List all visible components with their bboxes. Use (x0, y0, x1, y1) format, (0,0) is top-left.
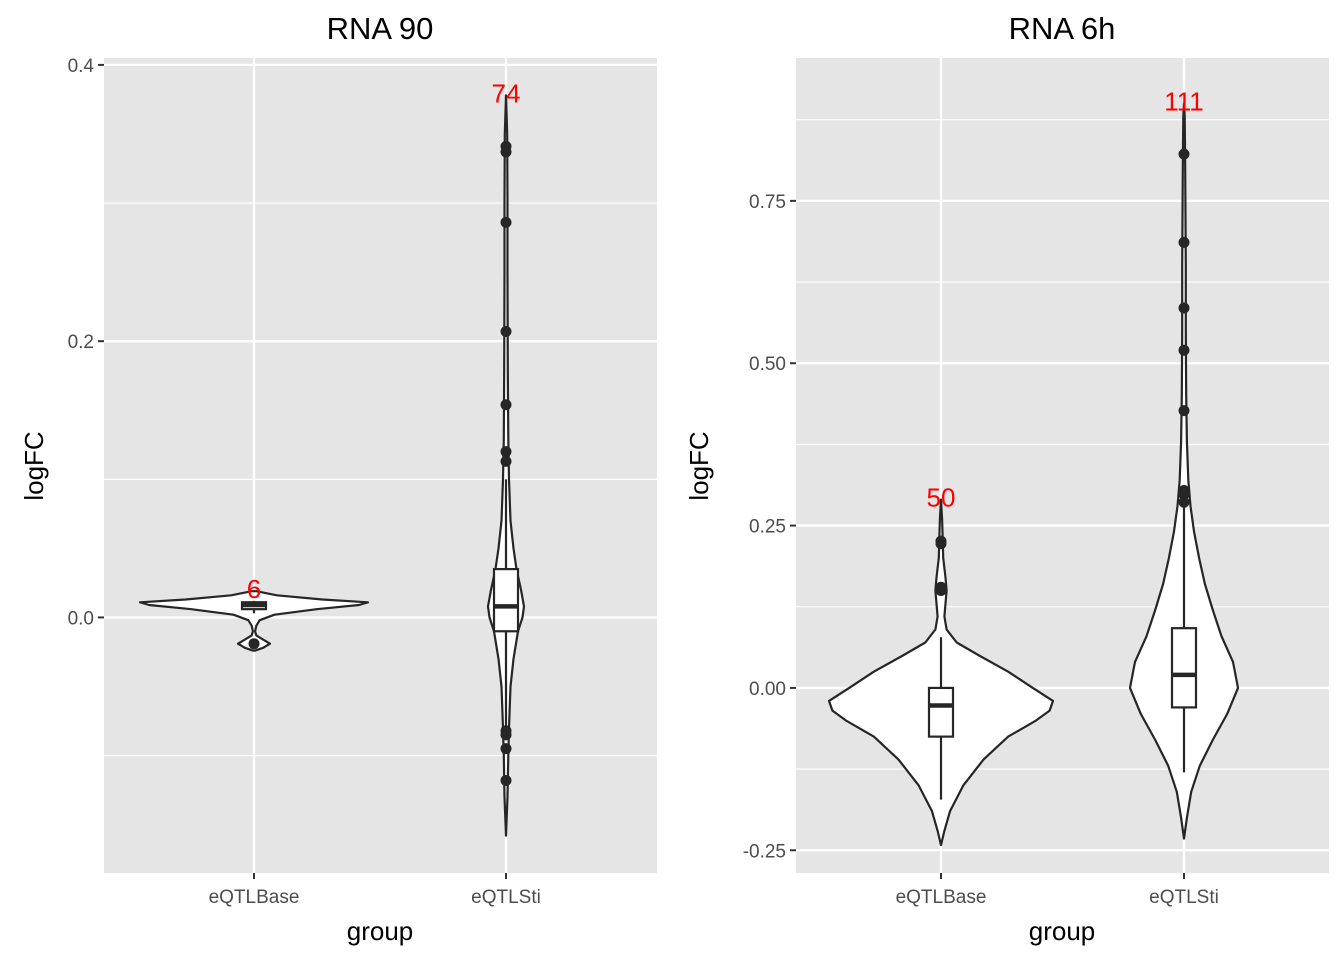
outlier-point (500, 146, 512, 158)
outlier-point (500, 399, 512, 411)
outlier-point (500, 729, 512, 741)
count-label: 50 (927, 483, 956, 513)
outlier-point (1178, 405, 1190, 417)
y-axis-title: logFC (19, 431, 49, 500)
chart-title: RNA 6h (1009, 11, 1116, 46)
outlier-point (500, 743, 512, 755)
outlier-point (1178, 488, 1190, 500)
box (1170, 627, 1198, 709)
outlier-point (1178, 148, 1190, 160)
panel-rna-90: 6 74 0.0 0.2 0.4 eQTLBase eQTLSti RNA 90 gro… (19, 11, 657, 946)
outlier-point (1178, 302, 1190, 314)
outlier-point (500, 216, 512, 228)
x-tick-label: eQTLSti (471, 887, 541, 908)
plot-background (796, 58, 1329, 873)
outlier-point (1178, 344, 1190, 356)
x-tick-label: eQTLBase (896, 887, 987, 908)
box (492, 568, 520, 633)
y-axis-title: logFC (684, 431, 714, 500)
count-label: 111 (1164, 86, 1204, 116)
box (927, 686, 955, 738)
y-tick-label: 0.25 (749, 517, 786, 538)
outlier-point (935, 585, 947, 597)
outlier-point (935, 538, 947, 550)
x-axis-ticks: eQTLBase eQTLSti (209, 873, 541, 908)
outlier-point (1178, 236, 1190, 248)
violin-layer: 6 74 (138, 78, 526, 837)
chart-title: RNA 90 (327, 11, 434, 46)
count-label: 6 (247, 574, 261, 604)
x-tick-label: eQTLSti (1149, 887, 1219, 908)
x-tick-label: eQTLBase (209, 887, 300, 908)
y-tick-label: 0.4 (68, 56, 95, 77)
count-label: 74 (492, 78, 521, 108)
outlier-point (500, 774, 512, 786)
outlier-point (1178, 496, 1190, 508)
plot-background (104, 58, 657, 873)
outlier-point (500, 326, 512, 338)
x-axis-ticks: eQTLBase eQTLSti (896, 873, 1219, 908)
x-axis-title: group (1029, 916, 1096, 946)
violin-layer: 50 111 (827, 86, 1240, 847)
y-tick-label: 0.50 (749, 354, 786, 375)
violin-shape (1128, 102, 1240, 840)
y-tick-label: 0.2 (68, 332, 94, 353)
outlier-point (500, 455, 512, 467)
y-tick-label: -0.25 (743, 841, 786, 862)
violin-shape (138, 590, 370, 652)
outlier-point (500, 446, 512, 458)
y-tick-label: 0.75 (749, 192, 786, 213)
y-axis-ticks: -0.25 0.00 0.25 0.50 0.75 (743, 192, 796, 862)
y-tick-label: 0.00 (749, 679, 786, 700)
outlier-point (248, 638, 260, 650)
y-axis-ticks: 0.0 0.2 0.4 (68, 56, 104, 629)
y-tick-label: 0.0 (68, 608, 94, 629)
x-axis-title: group (347, 916, 414, 946)
